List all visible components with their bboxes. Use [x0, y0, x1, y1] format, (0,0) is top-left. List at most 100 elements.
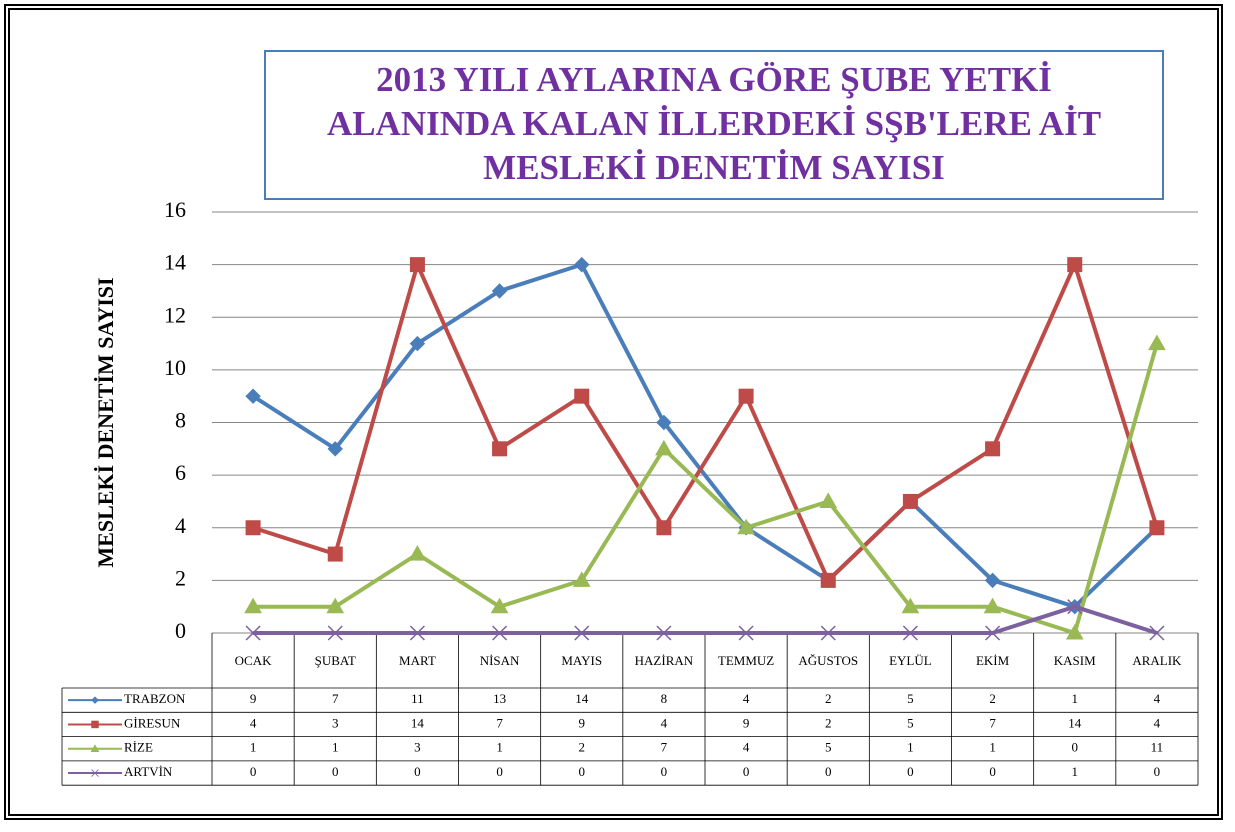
y-tick-label: 12: [164, 302, 186, 327]
marker: [902, 493, 918, 509]
table-value: 2: [825, 715, 832, 730]
marker: [656, 414, 672, 431]
y-tick-label: 14: [164, 250, 186, 275]
y-tick-label: 6: [175, 460, 186, 485]
x-tick-label: OCAK: [234, 652, 272, 668]
y-tick-label: 16: [164, 197, 186, 222]
x-tick-label: MAYIS: [561, 652, 603, 668]
table-value: 0: [250, 764, 257, 779]
marker: [409, 335, 426, 352]
marker: [985, 441, 1001, 457]
table-value: 11: [1151, 740, 1164, 755]
marker: [327, 441, 343, 457]
table-value: 7: [989, 715, 996, 730]
table-value: 4: [743, 691, 750, 706]
marker: [1065, 623, 1084, 640]
x-tick-label: ARALIK: [1132, 652, 1182, 668]
table-value: 9: [743, 715, 750, 730]
table-value: 4: [1154, 715, 1161, 730]
table-value: 9: [579, 715, 586, 730]
marker: [574, 256, 590, 273]
legend-label: TRABZON: [124, 691, 186, 706]
table-value: 14: [411, 715, 425, 730]
y-axis-label: MESLEKİ DENETİM SAYISI: [93, 277, 118, 567]
marker: [574, 625, 590, 641]
legend-marker: [91, 696, 99, 705]
x-tick-label: ŞUBAT: [314, 652, 356, 668]
series-line: [252, 262, 1159, 583]
series-line: [253, 343, 1159, 635]
table-value: 3: [414, 740, 421, 755]
marker: [245, 388, 261, 404]
series-line: [253, 604, 1158, 635]
marker: [984, 572, 1001, 589]
table-value: 4: [661, 715, 668, 730]
table-value: 7: [661, 740, 668, 755]
marker: [656, 625, 672, 641]
table-value: 2: [825, 691, 832, 706]
marker: [738, 625, 754, 641]
x-tick-label: KASIM: [1053, 652, 1096, 668]
table-value: 4: [1154, 691, 1161, 706]
table-value: 0: [332, 764, 339, 779]
table-value: 0: [1154, 764, 1161, 779]
marker: [820, 572, 836, 588]
chart-title: 2013 YILI AYLARINA GÖRE ŞUBE YETKİ ALANI…: [264, 50, 1164, 200]
marker: [985, 625, 1001, 641]
x-tick-label: NİSAN: [479, 652, 520, 668]
legend-marker: [91, 769, 99, 777]
table-value: 5: [907, 691, 914, 706]
legend-marker: [91, 720, 99, 729]
x-tick-label: EYLÜL: [889, 652, 932, 668]
marker: [574, 388, 590, 404]
marker: [1149, 520, 1165, 536]
table-value: 5: [825, 740, 832, 755]
table-value: 7: [496, 715, 503, 730]
marker: [492, 625, 508, 641]
marker: [409, 625, 425, 641]
x-tick-label: MART: [399, 652, 436, 668]
table-value: 11: [411, 691, 424, 706]
series-line: [252, 262, 1159, 609]
marker: [901, 597, 920, 614]
marker: [820, 625, 836, 641]
y-tick-label: 2: [175, 565, 186, 590]
table-value: 1: [496, 740, 503, 755]
x-tick-label: TEMMUZ: [717, 652, 775, 668]
table-value: 4: [743, 740, 750, 755]
table-value: 7: [332, 691, 339, 706]
y-tick-label: 8: [175, 408, 186, 433]
table-value: 1: [332, 740, 339, 755]
table-value: 1: [250, 740, 257, 755]
table-value: 14: [575, 691, 589, 706]
x-tick-label: HAZİRAN: [634, 652, 694, 668]
marker: [1067, 257, 1083, 273]
table-value: 14: [1068, 715, 1082, 730]
table-value: 4: [250, 715, 257, 730]
marker: [244, 597, 262, 614]
marker: [1149, 625, 1165, 641]
table-value: 0: [907, 764, 914, 779]
table-value: 0: [661, 764, 668, 779]
legend-marker: [90, 744, 100, 752]
table-value: 1: [1072, 764, 1079, 779]
x-tick-label: AĞUSTOS: [798, 652, 859, 668]
marker: [409, 257, 425, 273]
marker: [245, 625, 261, 641]
marker: [326, 597, 345, 614]
legend-label: ARTVİN: [124, 764, 173, 779]
marker: [738, 388, 754, 404]
table-value: 2: [579, 740, 586, 755]
marker: [1148, 334, 1166, 351]
table-value: 0: [496, 764, 503, 779]
marker: [408, 545, 427, 561]
marker: [902, 625, 918, 641]
y-tick-label: 10: [164, 355, 186, 380]
x-tick-label: EKİM: [975, 652, 1010, 668]
table-value: 13: [493, 691, 506, 706]
marker: [327, 546, 343, 562]
marker: [572, 571, 591, 587]
table-value: 3: [332, 715, 339, 730]
